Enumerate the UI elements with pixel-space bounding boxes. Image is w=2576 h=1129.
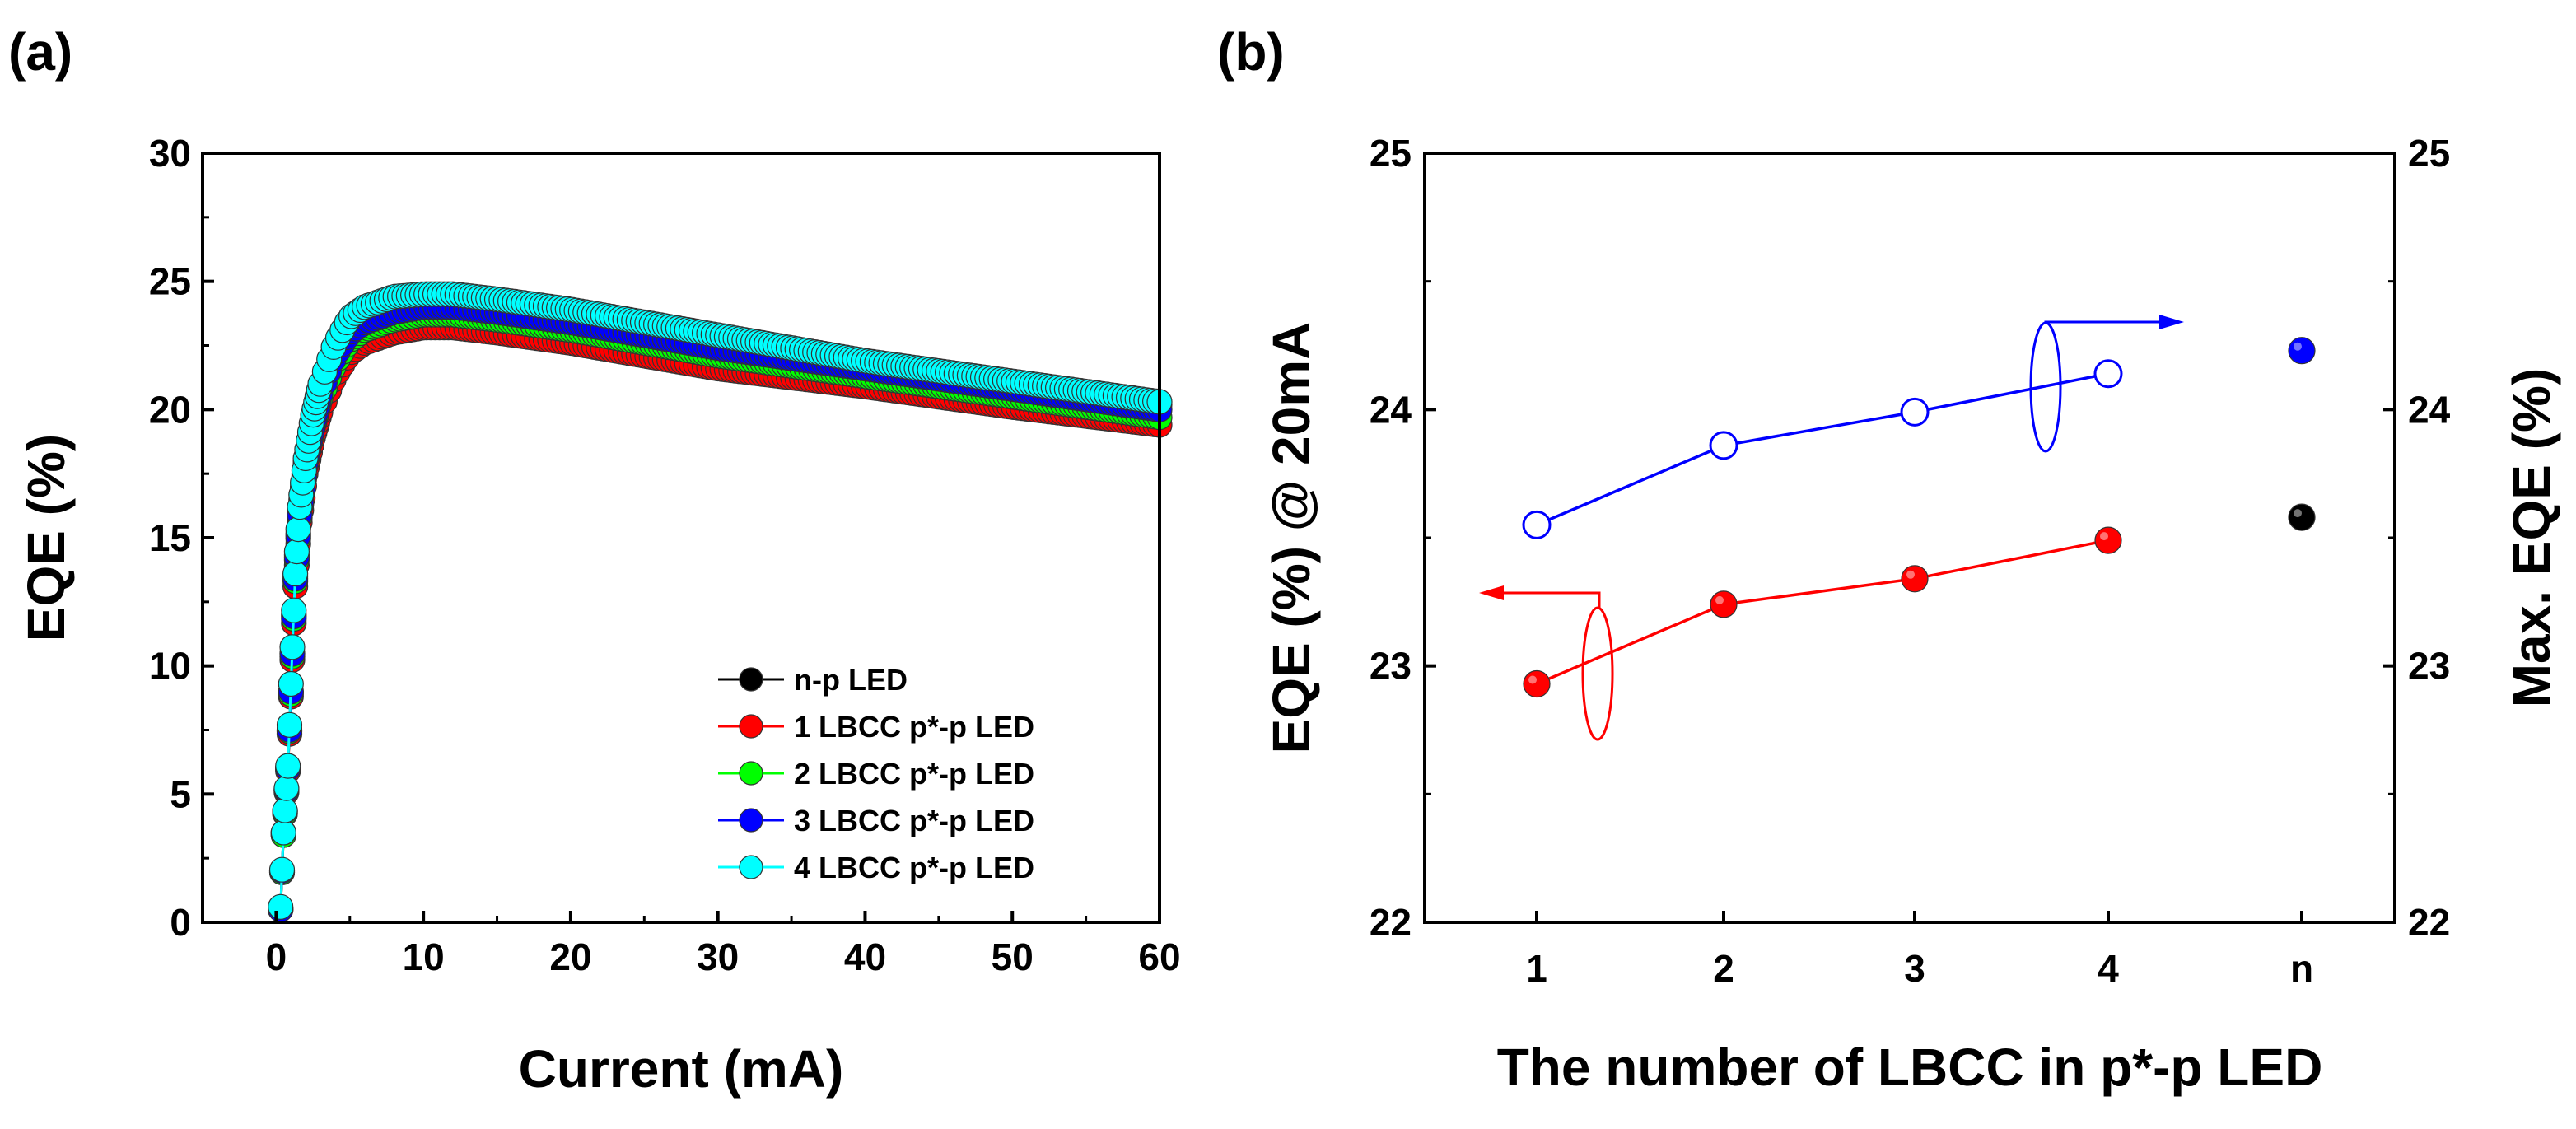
series-marker-filled [2094,526,2122,554]
series-marker [270,819,296,846]
x-tick-label: 60 [1138,935,1180,978]
panel-a: (a) 0 10 20 30 40 50 60 0 5 10 15 20 25 30 Current (… [8,22,1181,1099]
panel-b-right-y-ticks: 22 23 24 25 [2383,132,2451,944]
series-line-0 [1536,539,2109,686]
red-ellipse [1581,606,1614,741]
panel-b-x-ticks: 1 2 3 4 n [1526,911,2313,990]
x-tick-label: 0 [266,935,287,978]
panel-b-right-y-axis-title: Max. EQE (%) [2502,368,2561,708]
panel-a-series [268,281,1173,923]
series-marker [275,753,301,779]
x-tick-label: 50 [992,935,1034,978]
legend-label: 2 LBCC p*-p LED [794,757,1034,791]
x-tick-label: 1 [1526,947,1547,990]
series-marker [281,597,307,623]
panel-b-label: (b) [1217,22,1285,82]
left-y-tick-label: 24 [1370,388,1412,431]
series-line-1 [1536,371,2109,527]
legend-label: 3 LBCC p*-p LED [794,804,1034,837]
legend-label: 1 LBCC p*-p LED [794,710,1034,744]
series-marker [285,516,311,543]
series-marker-hollow [1709,431,1738,460]
y-tick-label: 10 [149,645,191,688]
panel-a-x-axis-title: Current (mA) [519,1039,844,1099]
legend-marker [739,808,763,833]
blue-arrow-line [2044,320,2169,324]
y-tick-label: 5 [170,772,191,815]
series-marker [273,775,300,801]
series-marker [283,538,310,565]
series-marker-highlight [1528,675,1537,684]
series-marker [282,560,309,587]
series-marker-highlight [2294,342,2302,351]
series-marker-hollow [2093,359,2123,389]
series-marker-filled [2288,503,2316,531]
legend-marker [739,855,763,879]
x-tick-label: 20 [549,935,591,978]
series-marker-highlight [2100,532,2108,541]
series-marker [276,711,303,738]
y-tick-label: 15 [149,516,191,559]
right-y-tick-label: 22 [2408,901,2450,944]
series-marker-highlight [1715,595,1724,604]
x-tick-label: 40 [844,935,886,978]
legend-label: n-p LED [794,663,908,697]
x-tick-label: 10 [403,935,445,978]
panel-b-series [1522,337,2316,698]
series-marker [278,670,304,697]
series-marker [272,797,298,823]
panel-b-frame [1423,152,2396,924]
series-marker [268,856,296,883]
series-marker-hollow [1522,510,1552,539]
panel-b-left-y-axis-title: EQE (%) @ 20mA [1262,322,1321,754]
left-y-tick-label: 23 [1370,645,1412,688]
series-marker-highlight [2294,509,2302,518]
x-tick-label: 2 [1713,947,1734,990]
series-marker-filled [1710,590,1738,618]
left-y-tick-label: 22 [1370,901,1412,944]
y-tick-label: 20 [149,388,191,431]
y-tick-label: 30 [149,132,191,175]
y-tick-label: 25 [149,260,191,303]
legend-marker [739,714,763,739]
x-tick-label: 3 [1904,947,1925,990]
series-marker-filled [2288,337,2316,365]
panel-b-x-axis-title: The number of LBCC in p*-p LED [1497,1038,2323,1097]
series-marker [279,634,306,660]
red-arrow-line [1491,591,1601,608]
panel-a-y-axis-title: EQE (%) [16,434,76,641]
right-y-tick-label: 24 [2408,388,2451,431]
legend-marker [739,761,763,786]
series-marker [268,893,294,920]
panel-a-legend: n-p LED 1 LBCC p*-p LED 2 LBCC p*-p LED 3 L… [718,663,1034,884]
x-tick-label: 30 [697,935,739,978]
x-tick-label: 4 [2098,947,2119,990]
legend-label: 4 LBCC p*-p LED [794,851,1034,884]
red-arrow-head [1479,585,1504,600]
panel-a-label: (a) [8,22,72,82]
right-y-tick-label: 23 [2408,645,2450,688]
panel-a-y-ticks: 0 5 10 15 20 25 30 [149,132,214,944]
series-marker-highlight [1906,570,1915,579]
series-marker-hollow [1900,397,1930,427]
series-marker-filled [1901,565,1929,593]
panel-b-left-y-ticks: 22 23 24 25 [1370,132,1436,944]
x-tick-label: n [2290,947,2313,990]
right-y-tick-label: 25 [2408,132,2450,175]
blue-arrow-head [2159,315,2184,329]
left-y-tick-label: 25 [1370,132,1412,175]
series-marker-filled [1523,669,1551,698]
panel-b-annotations [1479,315,2184,741]
panel-a-x-ticks: 0 10 20 30 40 50 60 [266,911,1181,978]
y-tick-label: 0 [170,901,191,944]
legend-marker [739,667,763,692]
